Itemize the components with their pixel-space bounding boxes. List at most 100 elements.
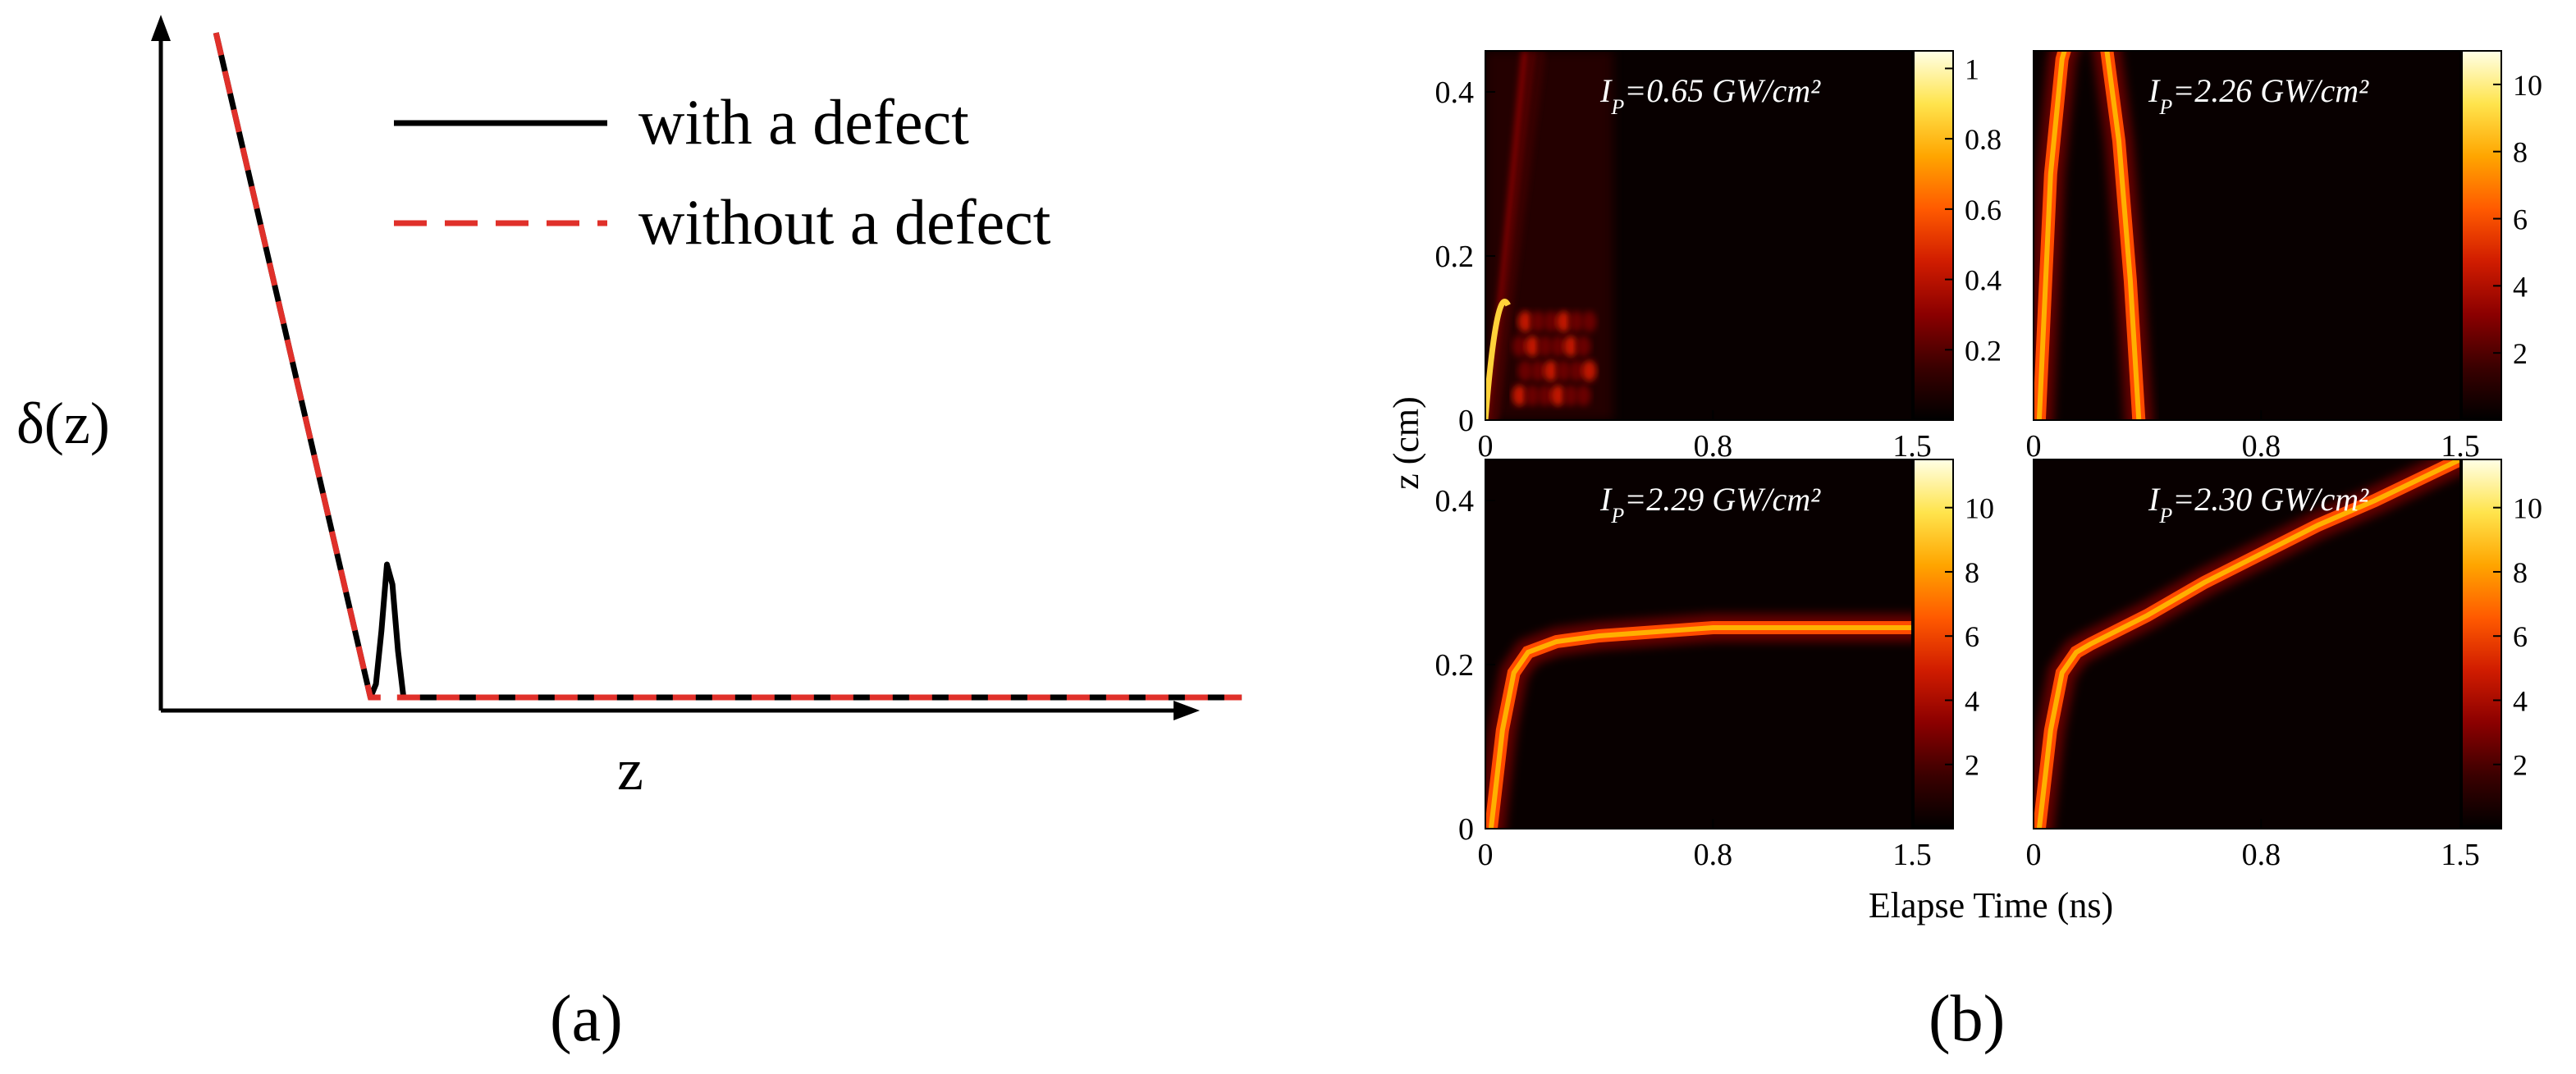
colorbar-tick-label: 4 [2513, 270, 2528, 303]
colorbar-tick-label: 0.4 [1965, 264, 2002, 297]
colorbar-tick-label: 1 [1965, 53, 1979, 85]
interference-spot [1525, 336, 1540, 357]
legend-label-with-defect: with a defect [638, 86, 969, 158]
intensity-core [2036, 459, 2460, 829]
colorbar-tick-label: 10 [2513, 492, 2542, 525]
x-tick-label: 0.8 [1694, 429, 1733, 464]
y-tick-label: 0 [1458, 812, 1474, 847]
interference-spot [1576, 336, 1591, 357]
colorbar [1913, 50, 1954, 421]
colorbar [1913, 459, 1954, 829]
y-tick-label: 0.2 [1435, 240, 1475, 274]
x-tick-label: 0 [1478, 838, 1494, 872]
interference-spot [1576, 385, 1591, 406]
colorbar-tick-label: 2 [2513, 337, 2528, 370]
heatmap-frame [2033, 459, 2461, 829]
heatmap-subplot-3: 0 0.8 1.5 0 0.2 0.4 IP=2.29 GW/cm² 2 4 6 8 10 [1435, 459, 1994, 872]
colorbar-tick-label: 6 [2513, 203, 2528, 236]
intensity-annotation: IP=0.65 GW/cm² [1599, 72, 1821, 119]
x-tick-label: 0.8 [1694, 838, 1733, 872]
interference-spot [1581, 360, 1597, 382]
x-tick-label: 0 [2026, 429, 2042, 464]
intensity-annotation: IP=2.26 GW/cm² [2148, 72, 2369, 119]
heatmap-frame [1485, 50, 1913, 421]
colorbar-tick-label: 8 [2513, 136, 2528, 169]
colorbar-tick-label: 4 [2513, 684, 2528, 717]
heatmap-subplots: 0 0.8 1.5 0 0.2 0.4 IP=0.65 GW/cm² 0.2 0.4 0.6 0.8… [1435, 50, 2542, 872]
x-tick-label: 1.5 [2441, 838, 2480, 872]
x-tick-label: 0 [1478, 429, 1494, 464]
x-tick-label: 1.5 [1892, 429, 1932, 464]
interference-spot [1550, 336, 1566, 357]
heatmap-intensity-pattern [1485, 51, 1613, 420]
panel-a-label: (a) [550, 983, 623, 1055]
colorbar-tick-label: 2 [1965, 749, 1979, 782]
intensity-peak-trace [1485, 299, 1511, 420]
colorbar-tick-label: 10 [2513, 69, 2542, 102]
interference-spot [1556, 311, 1572, 332]
colorbar-tick-label: 0.2 [1965, 334, 2002, 367]
colorbar-tick-label: 0.6 [1965, 194, 2002, 226]
y-tick-label: 0 [1458, 404, 1474, 438]
x-tick-label: 1.5 [1892, 838, 1932, 872]
panel-a-x-axis-arrow [1174, 701, 1200, 720]
interference-spot [1556, 360, 1572, 382]
interference-spot [1568, 311, 1584, 332]
y-tick-label: 0.2 [1435, 648, 1475, 683]
heatmap-subplot-4: 0 0.8 1.5 IP=2.30 GW/cm² 2 4 6 8 10 [2026, 459, 2542, 872]
colorbar-tick-label: 6 [1965, 620, 1979, 653]
panel-a-series-group [213, 32, 1242, 701]
heatmap-intensity-pattern [2034, 51, 2153, 420]
panel-b-y-label: z (cm) [1386, 396, 1426, 490]
interference-spot [1531, 311, 1546, 332]
series-without-a-defect [213, 32, 1242, 701]
diffuse-streak [1486, 51, 1529, 420]
interference-spot [1537, 336, 1553, 357]
panel-a-line-plot: δ(z) z with a defect without a defect (a… [16, 15, 1242, 1055]
interference-spot [1543, 360, 1558, 382]
legend-label-without-defect: without a defect [638, 186, 1051, 258]
interference-spot [1550, 385, 1566, 406]
interference-spot [1517, 311, 1533, 332]
panel-a-y-label: δ(z) [16, 391, 110, 456]
interference-spot [1512, 336, 1527, 357]
colorbar [2461, 459, 2502, 829]
heatmap-intensity-pattern [2034, 459, 2460, 829]
x-tick-label: 1.5 [2441, 429, 2480, 464]
interference-spot [1581, 311, 1597, 332]
intensity-annotation: IP=2.30 GW/cm² [2148, 481, 2369, 528]
colorbar-tick-label: 6 [2513, 620, 2528, 653]
heatmap-frame [1485, 459, 1913, 829]
panel-b-label: (b) [1929, 983, 2005, 1055]
diffuse-streak [1489, 51, 1537, 420]
y-tick-label: 0.4 [1435, 484, 1475, 519]
interference-spot [1563, 385, 1578, 406]
legend: with a defect without a defect [394, 86, 1051, 258]
interference-spot [1517, 360, 1533, 382]
colorbar-tick-label: 2 [2513, 749, 2528, 782]
panel-b-heatmaps: z (cm) Elapse Time (ns) 0 0.8 1.5 0 0.2 0.4 IP… [1386, 50, 2542, 1055]
colorbar-tick-label: 4 [1965, 684, 1979, 717]
diffuse-streak [1491, 51, 1546, 420]
colorbar-tick-label: 10 [1965, 492, 1994, 525]
x-tick-label: 0 [2026, 838, 2042, 872]
interference-spot [1537, 385, 1553, 406]
interference-spot [1512, 385, 1527, 406]
heatmap-intensity-pattern [1485, 614, 1912, 829]
interference-spot [1525, 385, 1540, 406]
heatmap-frame [2033, 50, 2461, 421]
colorbar-tick-label: 0.8 [1965, 123, 2002, 156]
intensity-core [2036, 51, 2142, 420]
interference-spot [1568, 360, 1584, 382]
colorbar [2461, 50, 2502, 421]
interference-spot [1543, 311, 1558, 332]
y-tick-label: 0.4 [1435, 75, 1475, 110]
panel-a-y-axis-arrow [151, 15, 171, 41]
x-tick-label: 0.8 [2242, 838, 2281, 872]
x-tick-label: 0.8 [2242, 429, 2281, 464]
panel-b-x-label: Elapse Time (ns) [1869, 885, 2113, 925]
colorbar-tick-label: 8 [2513, 556, 2528, 589]
colorbar-tick-label: 8 [1965, 556, 1979, 589]
intensity-annotation: IP=2.29 GW/cm² [1599, 481, 1821, 528]
heatmap-subplot-1: 0 0.8 1.5 0 0.2 0.4 IP=0.65 GW/cm² 0.2 0.4 0.6 0.8… [1435, 50, 2002, 464]
